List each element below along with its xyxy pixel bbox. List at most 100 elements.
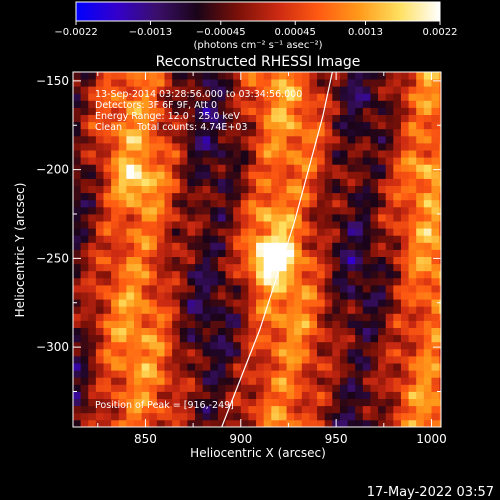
heatmap-cell [73, 242, 82, 250]
heatmap-cell [400, 299, 409, 307]
heatmap-cell [149, 178, 158, 186]
heatmap-cell [378, 128, 387, 137]
heatmap-cell [111, 356, 120, 364]
heatmap-cell [217, 419, 226, 427]
heatmap-cell [118, 228, 127, 236]
heatmap-cell [103, 178, 112, 186]
heatmap-cell [362, 341, 371, 350]
heatmap-cell [126, 313, 135, 321]
heatmap-cell [103, 334, 112, 343]
heatmap-cell [95, 150, 104, 158]
heatmap-cell [286, 391, 295, 399]
heatmap-cell [103, 277, 112, 286]
heatmap-cell [195, 334, 204, 343]
heatmap-cell [256, 143, 265, 151]
heatmap-cell [431, 107, 440, 115]
heatmap-cell [370, 285, 379, 293]
heatmap-cell [195, 270, 204, 279]
heatmap-cell [431, 135, 440, 144]
heatmap-cell [134, 171, 143, 179]
heatmap-cell [355, 306, 364, 314]
heatmap-cell [400, 143, 409, 151]
heatmap-cell [202, 299, 211, 307]
heatmap-cell [271, 242, 280, 250]
heatmap-cell [370, 270, 379, 279]
heatmap-cell [294, 171, 303, 179]
heatmap-cell [286, 121, 295, 130]
heatmap-cell [393, 86, 402, 94]
heatmap-cell [80, 334, 89, 343]
heatmap-cell [256, 277, 265, 286]
heatmap-cell [332, 221, 341, 229]
heatmap-cell [95, 370, 104, 378]
heatmap-cell [134, 121, 143, 130]
heatmap-cell [339, 263, 348, 272]
heatmap-cell [103, 377, 112, 385]
heatmap-cell [73, 107, 82, 115]
heatmap-cell [73, 150, 82, 158]
heatmap-cell [195, 121, 204, 130]
heatmap-cell [149, 214, 158, 222]
heatmap-cell [73, 228, 82, 236]
heatmap-cell [309, 171, 318, 179]
heatmap-cell [378, 107, 387, 115]
heatmap-cell [385, 412, 394, 421]
heatmap-cell [156, 86, 165, 94]
heatmap-cell [439, 391, 441, 399]
heatmap-cell [385, 221, 394, 229]
heatmap-cell [324, 100, 333, 108]
heatmap-cell [423, 86, 432, 94]
heatmap-cell [385, 214, 394, 222]
heatmap-cell [439, 235, 441, 243]
heatmap-cell [370, 249, 379, 257]
heatmap-cell [393, 206, 402, 215]
heatmap-cell [294, 327, 303, 336]
heatmap-cell [126, 121, 135, 130]
heatmap-cell [439, 107, 441, 115]
heatmap-cell [202, 263, 211, 272]
heatmap-cell [263, 72, 272, 80]
heatmap-cell [339, 277, 348, 286]
heatmap-cell [347, 270, 356, 279]
heatmap-cell [370, 384, 379, 392]
heatmap-cell [111, 299, 120, 307]
heatmap-cell [362, 405, 371, 414]
heatmap-cell [80, 199, 89, 208]
heatmap-cell [156, 192, 165, 201]
heatmap-cell [385, 313, 394, 321]
heatmap-cell [217, 249, 226, 257]
heatmap-cell [225, 135, 234, 144]
heatmap-cell [378, 235, 387, 243]
heatmap-cell [134, 313, 143, 321]
heatmap-cell [286, 199, 295, 208]
heatmap-cell [416, 128, 425, 137]
heatmap-cell [263, 377, 272, 385]
heatmap-cell [95, 419, 104, 427]
heatmap-cell [416, 249, 425, 257]
heatmap-cell [95, 405, 104, 414]
heatmap-cell [256, 86, 265, 94]
heatmap-cell [95, 86, 104, 94]
heatmap-cell [202, 185, 211, 194]
heatmap-cell [95, 327, 104, 336]
heatmap-cell [149, 313, 158, 321]
heatmap-cell [355, 277, 364, 286]
heatmap-cell [294, 313, 303, 321]
heatmap-cell [393, 249, 402, 257]
heatmap-cell [126, 249, 135, 257]
heatmap-cell [73, 334, 82, 343]
heatmap-cell [408, 292, 417, 300]
heatmap-cell [385, 114, 394, 123]
heatmap-cell [248, 405, 257, 414]
heatmap-cell [256, 135, 265, 144]
heatmap-cell [263, 242, 272, 250]
heatmap-cell [172, 405, 181, 414]
heatmap-cell [393, 356, 402, 364]
heatmap-cell [240, 114, 249, 123]
heatmap-cell [339, 270, 348, 279]
heatmap-cell [172, 199, 181, 208]
heatmap-cell [179, 419, 188, 427]
heatmap-cell [210, 334, 219, 343]
heatmap-cell [431, 93, 440, 101]
heatmap-cell [256, 164, 265, 172]
